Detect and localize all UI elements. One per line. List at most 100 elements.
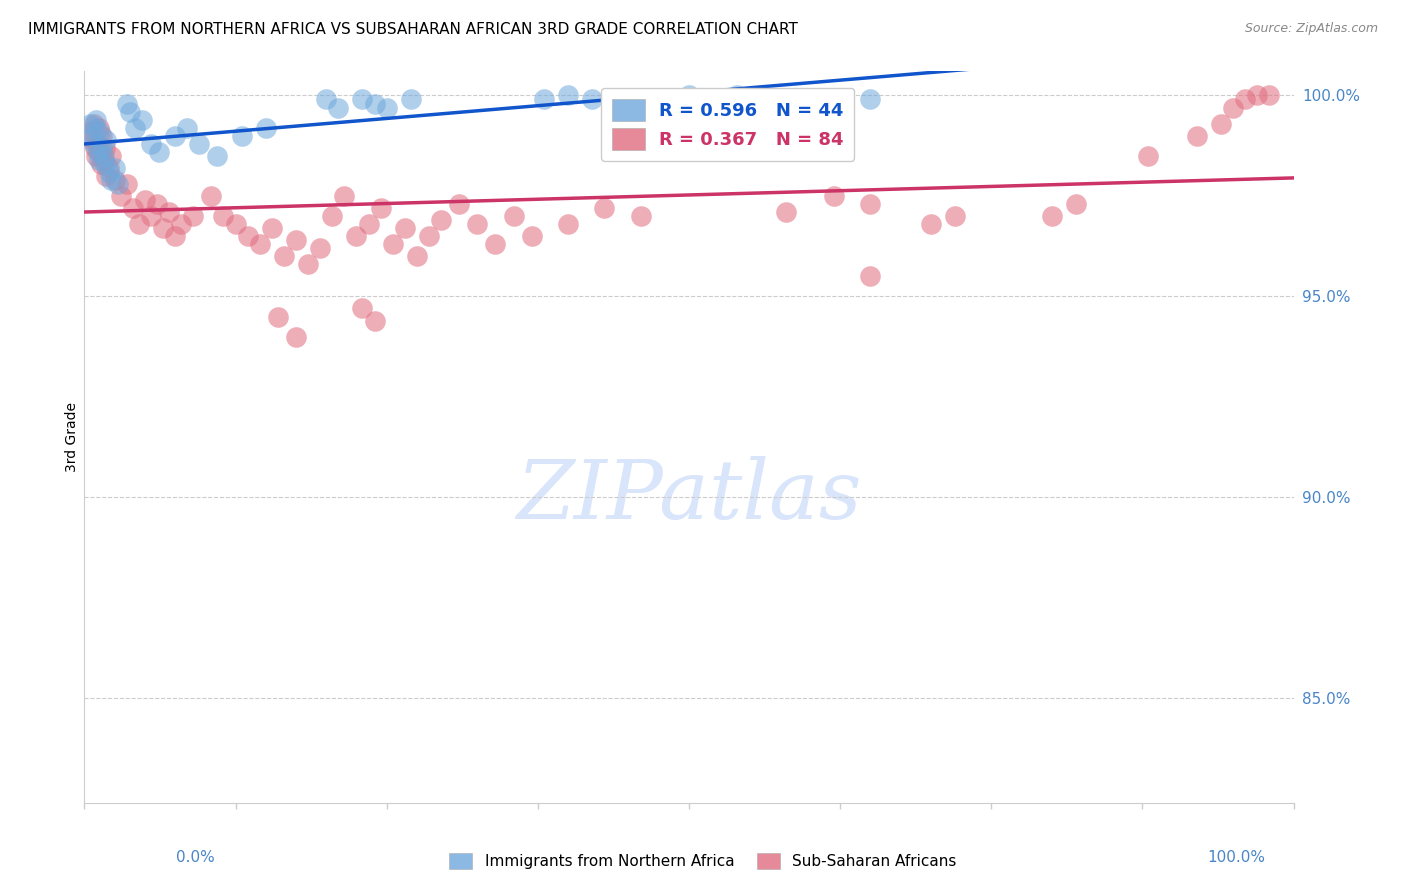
Point xyxy=(86,136,108,151)
Point xyxy=(267,310,290,324)
Point xyxy=(94,141,117,155)
Point xyxy=(1246,88,1268,103)
Point xyxy=(225,217,247,231)
Point xyxy=(346,229,368,244)
Point xyxy=(920,217,942,231)
Text: Source: ZipAtlas.com: Source: ZipAtlas.com xyxy=(1244,22,1378,36)
Point xyxy=(84,120,107,135)
Point xyxy=(181,209,204,223)
Point xyxy=(87,120,110,135)
Point xyxy=(115,177,138,191)
Point xyxy=(557,88,579,103)
Point xyxy=(859,269,882,284)
Y-axis label: 3rd Grade: 3rd Grade xyxy=(65,402,79,472)
Point xyxy=(1222,101,1244,115)
Point xyxy=(593,201,616,215)
Point xyxy=(94,157,117,171)
Point xyxy=(139,209,162,223)
Point xyxy=(236,229,259,244)
Point xyxy=(134,193,156,207)
Point xyxy=(1185,128,1208,143)
Point xyxy=(467,217,489,231)
Point xyxy=(484,237,506,252)
Point xyxy=(97,161,120,175)
Point xyxy=(82,128,104,143)
Point xyxy=(89,145,111,159)
Text: IMMIGRANTS FROM NORTHERN AFRICA VS SUBSAHARAN AFRICAN 3RD GRADE CORRELATION CHAR: IMMIGRANTS FROM NORTHERN AFRICA VS SUBSA… xyxy=(28,22,799,37)
Point xyxy=(97,165,120,179)
Point xyxy=(449,197,471,211)
Point xyxy=(83,117,105,131)
Point xyxy=(86,145,108,159)
Point xyxy=(315,93,337,107)
Point xyxy=(533,93,555,107)
Point xyxy=(90,157,112,171)
Point xyxy=(1209,117,1232,131)
Point xyxy=(79,117,101,131)
Point xyxy=(678,88,700,103)
Text: 0.0%: 0.0% xyxy=(176,850,215,865)
Point xyxy=(146,197,169,211)
Point xyxy=(430,213,453,227)
Point xyxy=(363,96,385,111)
Point xyxy=(284,233,308,247)
Legend: Immigrants from Northern Africa, Sub-Saharan Africans: Immigrants from Northern Africa, Sub-Sah… xyxy=(443,847,963,875)
Point xyxy=(84,141,107,155)
Point xyxy=(87,153,110,167)
Point xyxy=(823,189,845,203)
Point xyxy=(254,120,277,135)
Point xyxy=(1064,197,1087,211)
Point xyxy=(115,96,138,111)
Point xyxy=(297,257,319,271)
Point xyxy=(93,153,115,167)
Point xyxy=(79,125,101,139)
Point xyxy=(273,249,295,263)
Point xyxy=(370,201,392,215)
Point xyxy=(165,229,187,244)
Point xyxy=(86,149,108,163)
Point xyxy=(188,136,211,151)
Point xyxy=(1137,149,1160,163)
Point xyxy=(148,145,170,159)
Point xyxy=(170,217,193,231)
Point xyxy=(94,169,117,183)
Point xyxy=(100,173,122,187)
Point xyxy=(121,201,143,215)
Point xyxy=(581,93,603,107)
Point xyxy=(157,205,180,219)
Point xyxy=(200,189,222,203)
Point xyxy=(212,209,235,223)
Point xyxy=(352,93,374,107)
Point xyxy=(333,189,356,203)
Point xyxy=(321,209,343,223)
Point xyxy=(399,93,422,107)
Point xyxy=(260,221,283,235)
Point xyxy=(83,136,105,151)
Point xyxy=(859,197,882,211)
Point xyxy=(131,112,153,127)
Point xyxy=(207,149,229,163)
Point xyxy=(152,221,174,235)
Point xyxy=(418,229,440,244)
Point xyxy=(502,209,524,223)
Point xyxy=(165,128,187,143)
Point xyxy=(91,128,114,143)
Point xyxy=(128,217,150,231)
Legend: R = 0.596   N = 44, R = 0.367   N = 84: R = 0.596 N = 44, R = 0.367 N = 84 xyxy=(602,87,855,161)
Point xyxy=(328,101,350,115)
Point xyxy=(375,101,398,115)
Point xyxy=(381,237,404,252)
Point xyxy=(176,120,198,135)
Point xyxy=(120,104,142,119)
Point xyxy=(100,149,122,163)
Point xyxy=(702,93,724,107)
Point xyxy=(943,209,966,223)
Point xyxy=(249,237,271,252)
Point xyxy=(394,221,416,235)
Point xyxy=(352,301,374,316)
Point xyxy=(1234,93,1257,107)
Point xyxy=(124,120,146,135)
Point xyxy=(110,189,132,203)
Point xyxy=(520,229,543,244)
Text: ZIPatlas: ZIPatlas xyxy=(516,456,862,535)
